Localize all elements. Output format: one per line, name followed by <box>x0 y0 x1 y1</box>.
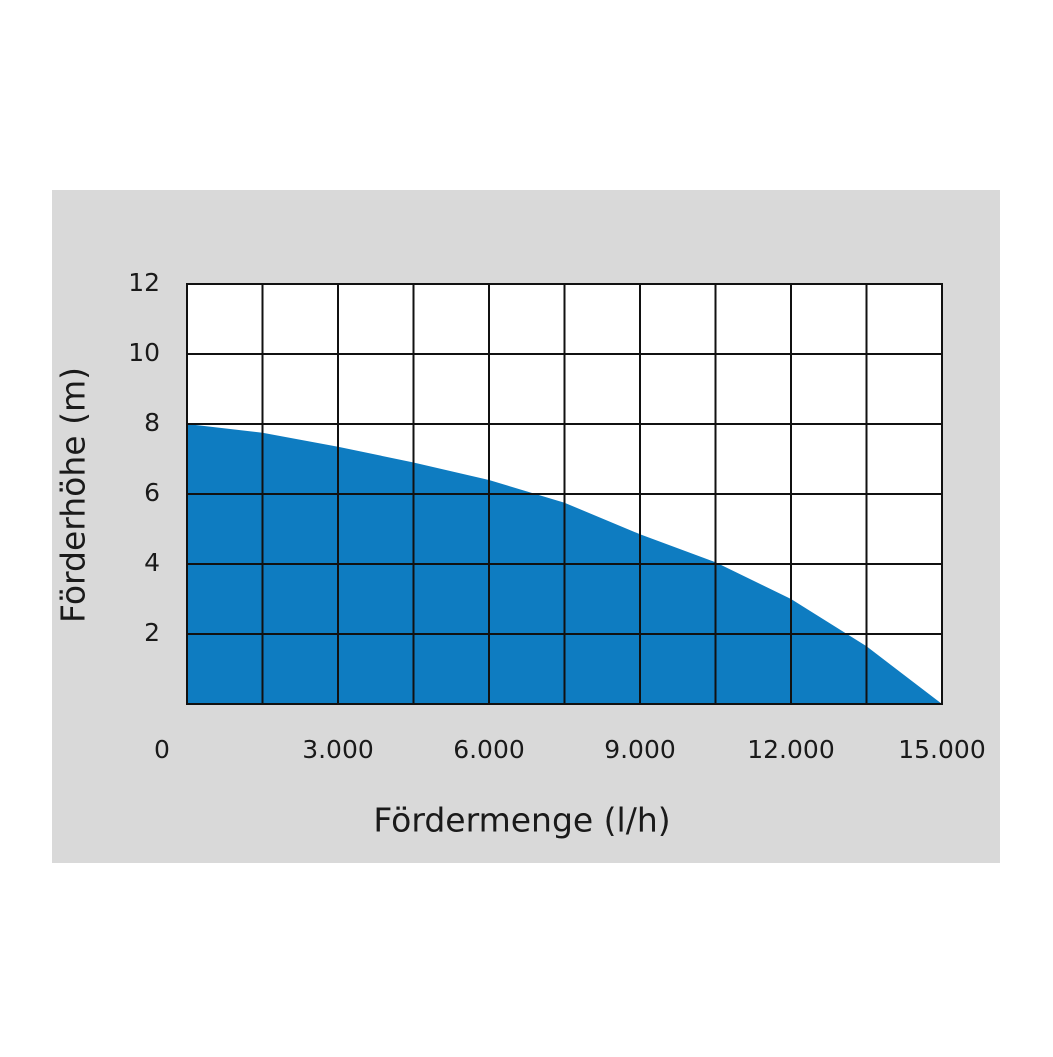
y-axis-title: Förderhöhe (m) <box>54 367 93 623</box>
y-tick-label: 10 <box>128 338 160 367</box>
plot-frame <box>186 283 943 705</box>
x-tick-label: 12.000 <box>747 735 834 764</box>
y-tick-label: 4 <box>144 548 160 577</box>
y-tick-label: 2 <box>144 618 160 647</box>
y-tick-label: 6 <box>144 478 160 507</box>
x-axis-title: Fördermenge (l/h) <box>373 801 670 840</box>
y-tick-label: 8 <box>144 408 160 437</box>
x-tick-label: 3.000 <box>302 735 374 764</box>
x-tick-label: 9.000 <box>604 735 676 764</box>
y-tick-label: 12 <box>128 268 160 297</box>
x-tick-label: 15.000 <box>898 735 985 764</box>
x-tick-label: 6.000 <box>453 735 525 764</box>
x-tick-label: 0 <box>154 735 170 764</box>
